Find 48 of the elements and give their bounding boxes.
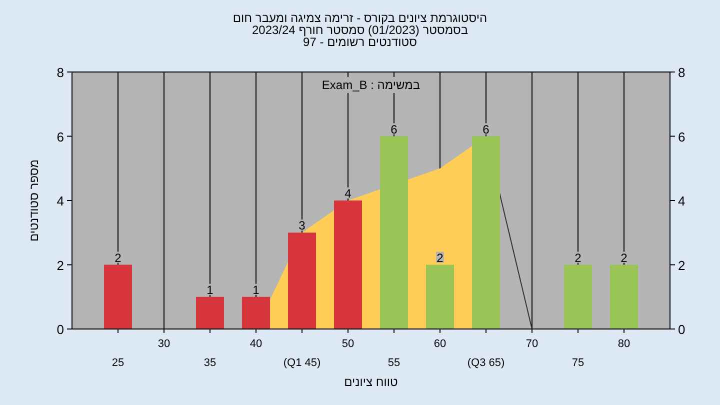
data-label: 2 xyxy=(114,250,122,265)
data-label: 2 xyxy=(574,250,582,265)
x-tick-label: 40 xyxy=(250,338,262,350)
x-tick-label: 70 xyxy=(526,338,538,350)
y2-tick-label: 2 xyxy=(678,258,686,273)
x-tick-label: 75 xyxy=(572,357,584,369)
y-tick-label: 6 xyxy=(56,129,64,144)
x-tick-label: 35 xyxy=(204,357,216,369)
bar xyxy=(104,264,132,329)
data-label: 6 xyxy=(390,122,398,136)
bar xyxy=(564,264,592,329)
x-tick-label: 30 xyxy=(158,338,170,350)
y-tick-label: 4 xyxy=(56,194,64,208)
annotation: במשימה : Exam_B xyxy=(322,78,420,92)
y2-tick-label: 0 xyxy=(678,322,686,337)
text: סטודנטים רשומים - 97 xyxy=(303,35,418,49)
chart-title: היסטוגרמת ציונים בקורס - זרימה צמיגה ומעבר חום xyxy=(232,11,488,25)
x-axis-title: טווח ציונים xyxy=(344,375,398,389)
bar xyxy=(288,232,316,329)
x-tick-label: 25 xyxy=(112,357,124,369)
data-label: 1 xyxy=(206,282,214,297)
y-tick-label: 0 xyxy=(56,322,64,337)
x-tick-label: 50 xyxy=(342,338,354,350)
x-tick-label: (Q3 65) xyxy=(467,357,505,369)
bar xyxy=(196,296,224,329)
y2-tick-label: 4 xyxy=(678,194,686,208)
data-label: 2 xyxy=(620,250,628,265)
y-tick-label: 8 xyxy=(56,65,64,80)
data-label: 4 xyxy=(344,186,352,200)
x-tick-label: 60 xyxy=(434,338,446,350)
bar xyxy=(472,136,500,329)
bar xyxy=(426,264,454,329)
data-label: 2 xyxy=(436,250,444,265)
y-axis-title: מספר סטודנטים xyxy=(27,159,41,242)
data-label: 3 xyxy=(298,218,306,233)
bar xyxy=(610,264,638,329)
y2-tick-label: 8 xyxy=(678,65,686,80)
x-tick-label: 80 xyxy=(618,338,630,350)
x-tick-label: (Q1 45) xyxy=(283,357,321,369)
bar xyxy=(242,296,270,329)
y-tick-label: 2 xyxy=(56,258,64,273)
data-label: 1 xyxy=(252,282,260,297)
bar xyxy=(380,136,408,329)
bar xyxy=(334,200,362,329)
chart-subtitle: בסמסטר (01/2023) סמסטר חורף 2023/24 xyxy=(252,23,468,37)
data-label: 6 xyxy=(482,122,490,136)
y2-tick-label: 6 xyxy=(678,129,686,144)
x-tick-label: 55 xyxy=(388,357,400,369)
